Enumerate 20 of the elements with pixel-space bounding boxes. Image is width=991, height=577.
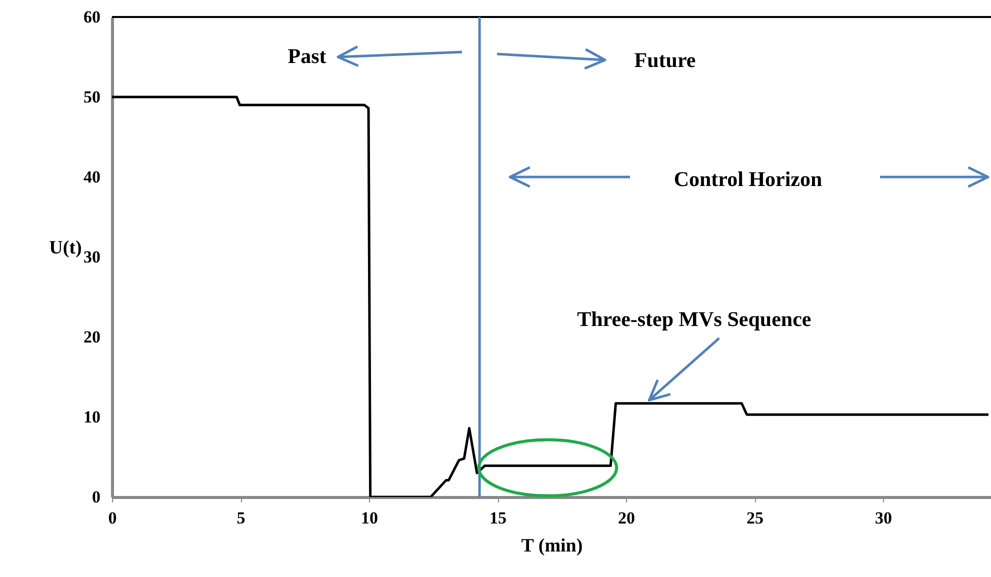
annotation: Past <box>288 44 326 68</box>
annotation: Control Horizon <box>674 167 822 191</box>
x-tick-label: 10 <box>361 508 378 528</box>
y-axis-title: U(t) <box>49 238 82 258</box>
y-tick-label: 20 <box>84 328 100 346</box>
x-tick-label: 15 <box>490 508 507 528</box>
x-tick-label: 5 <box>236 508 246 528</box>
y-tick-label: 30 <box>84 248 100 266</box>
annotation: Future <box>634 48 696 72</box>
y-tick-label: 40 <box>84 168 100 186</box>
y-tick-label: 60 <box>84 8 100 26</box>
x-axis-title: T (min) <box>521 536 583 556</box>
x-tick-label: 30 <box>875 508 892 528</box>
annotation: Three-step MVs Sequence <box>577 307 812 332</box>
y-tick-label: 0 <box>92 488 100 506</box>
y-tick-label: 10 <box>84 408 100 426</box>
x-tick-label: 0 <box>108 508 117 528</box>
x-tick-label: 20 <box>618 508 636 528</box>
y-tick-label: 50 <box>84 88 100 106</box>
x-tick-label: 25 <box>746 508 764 528</box>
